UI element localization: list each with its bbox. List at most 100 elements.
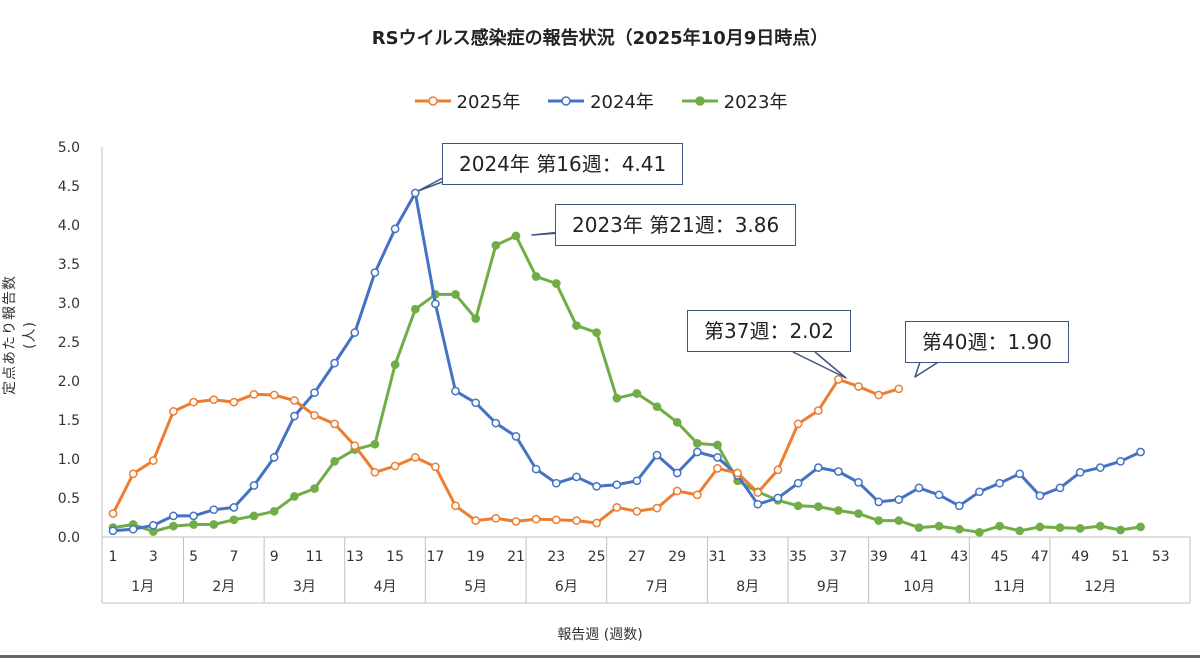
x-tick-label: 9 — [270, 549, 279, 565]
data-point — [874, 390, 884, 400]
data-point — [713, 464, 722, 473]
data-point — [713, 440, 722, 450]
data-point — [370, 467, 380, 477]
legend-item-2023: 2023年 — [680, 88, 788, 114]
legend-label-2023: 2023年 — [723, 92, 788, 113]
data-point — [390, 360, 400, 369]
legend-label-2024: 2024年 — [590, 92, 654, 113]
data-point — [1116, 525, 1125, 535]
data-point — [1035, 522, 1045, 532]
y-tick-label: 3.0 — [58, 296, 80, 312]
data-point — [995, 521, 1004, 531]
data-point — [189, 511, 198, 521]
x-tick-label: 13 — [346, 549, 364, 565]
data-point — [169, 511, 178, 521]
x-tick-label: 27 — [628, 549, 646, 565]
data-point — [652, 450, 662, 460]
bottom-border — [0, 655, 1200, 658]
y-tick-label: 2.0 — [58, 374, 80, 390]
data-point — [914, 483, 924, 493]
data-point — [894, 516, 904, 525]
data-point — [229, 503, 239, 512]
data-point — [1116, 456, 1125, 466]
data-point — [491, 418, 501, 428]
data-point — [733, 468, 742, 478]
data-point — [854, 478, 863, 487]
series-line-2023年 — [111, 234, 1143, 534]
data-point — [1015, 469, 1025, 479]
data-point — [834, 506, 843, 515]
x-tick-label: 3 — [149, 549, 158, 565]
legend-item-2025: 2025年 — [413, 88, 520, 114]
data-point — [612, 480, 622, 490]
x-tick-label: 37 — [829, 549, 847, 565]
data-point — [632, 476, 642, 486]
series-line-2025年 — [111, 377, 901, 525]
data-point — [652, 503, 662, 513]
callout-tail — [914, 358, 944, 378]
legend-swatch-2025 — [414, 96, 451, 106]
y-tick-label: 4.0 — [58, 218, 80, 234]
x-tick-label: 47 — [1031, 549, 1049, 565]
data-point — [229, 515, 239, 525]
legend-swatch-2024 — [548, 96, 585, 106]
month-label: 11月 — [994, 579, 1026, 595]
data-point — [854, 509, 863, 518]
data-point — [209, 520, 219, 529]
data-point — [592, 481, 601, 491]
x-tick-label: 35 — [789, 549, 807, 565]
data-point — [330, 456, 339, 466]
data-point — [1055, 483, 1065, 493]
data-point — [209, 395, 219, 405]
data-point — [491, 513, 501, 523]
data-point — [834, 375, 843, 384]
x-tick-label: 43 — [950, 549, 968, 565]
data-point — [813, 502, 823, 511]
month-label: 7月 — [646, 579, 669, 595]
x-tick-label: 25 — [588, 549, 606, 565]
month-label: 9月 — [817, 579, 840, 595]
data-point — [894, 495, 904, 504]
x-tick-label: 31 — [709, 549, 727, 565]
month-label: 10月 — [903, 579, 935, 595]
data-point — [934, 521, 944, 531]
month-label: 5月 — [464, 579, 487, 595]
legend-swatch-2023 — [681, 96, 718, 106]
month-label: 6月 — [555, 579, 578, 595]
data-point — [632, 506, 642, 516]
data-point — [451, 386, 460, 396]
x-tick-label: 21 — [507, 549, 525, 565]
data-point — [1015, 526, 1025, 536]
data-point — [511, 517, 521, 526]
data-point — [713, 453, 722, 462]
data-point — [592, 518, 601, 528]
data-point — [169, 407, 178, 416]
data-point — [511, 231, 521, 241]
data-point — [290, 396, 299, 405]
data-point — [672, 417, 682, 427]
data-point — [1075, 524, 1085, 533]
legend: 2025年 2024年 2023年 — [0, 88, 1200, 114]
callout-tail — [792, 351, 847, 379]
data-point — [551, 478, 561, 488]
month-label: 1月 — [131, 579, 154, 595]
data-point — [773, 465, 783, 475]
data-point — [471, 516, 481, 525]
data-point — [169, 521, 178, 531]
data-point — [511, 432, 521, 441]
data-point — [128, 524, 138, 534]
data-point — [612, 393, 622, 403]
data-point — [652, 402, 662, 412]
callout-tails — [417, 169, 944, 379]
data-point — [874, 516, 884, 525]
data-point — [753, 499, 763, 509]
month-label: 2月 — [212, 579, 235, 595]
data-point — [1095, 463, 1105, 472]
data-point — [249, 389, 259, 399]
data-point — [1035, 491, 1045, 501]
data-point — [692, 439, 702, 448]
callout-2023-peak: 2023年 第21週：3.86 — [555, 204, 797, 246]
data-point — [753, 488, 763, 497]
data-point — [471, 398, 481, 408]
data-point — [975, 527, 984, 537]
